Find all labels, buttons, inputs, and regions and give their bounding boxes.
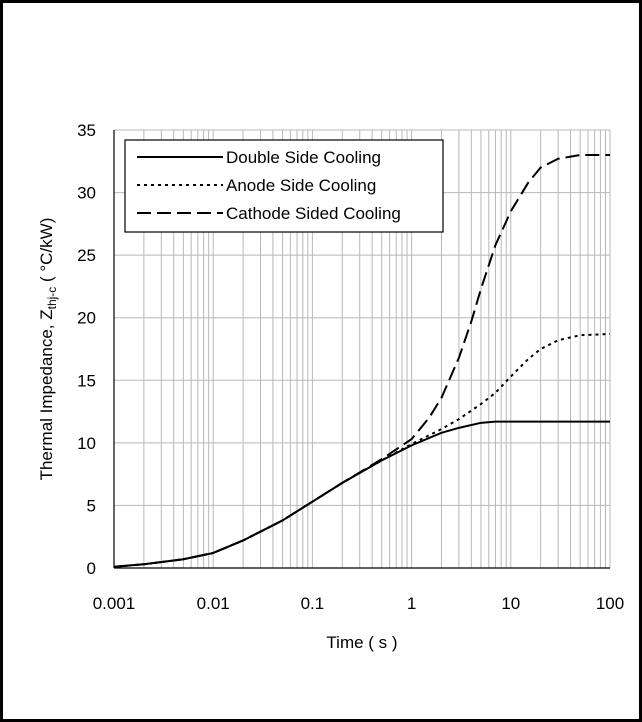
y-axis-label-unit: ( °C/kW) <box>37 218 56 287</box>
legend-label-1: Double Side Cooling <box>226 148 381 167</box>
x-axis-ticks: 0.001 0.01 0.1 1 10 100 <box>93 594 624 613</box>
x-tick-label: 10 <box>501 594 520 613</box>
y-axis-label-subscript: thj-c <box>45 287 59 310</box>
legend-label-2: Anode Side Cooling <box>226 176 376 195</box>
y-tick-label: 25 <box>77 246 96 265</box>
y-tick-label: 35 <box>77 121 96 140</box>
y-tick-label: 30 <box>77 184 96 203</box>
y-tick-label: 20 <box>77 309 96 328</box>
y-tick-label: 15 <box>77 371 96 390</box>
x-axis-label: Time ( s ) <box>326 633 397 652</box>
series-line-2 <box>113 332 611 568</box>
series-line-3 <box>113 154 610 568</box>
x-tick-label: 1 <box>407 594 416 613</box>
y-tick-label: 0 <box>87 559 96 578</box>
y-tick-label: 10 <box>77 434 96 453</box>
x-tick-label: 0.001 <box>93 594 136 613</box>
y-axis-ticks: 0 5 10 15 20 25 30 35 <box>77 121 96 578</box>
y-axis-label: Thermal Impedance, Zthj-c ( °C/kW) <box>37 218 59 481</box>
legend: Double Side Cooling Anode Side Cooling Cat… <box>124 139 444 233</box>
legend-label-3: Cathode Sided Cooling <box>226 204 401 223</box>
series-layer <box>113 154 611 568</box>
x-tick-label: 100 <box>596 594 624 613</box>
legend-box <box>124 139 444 233</box>
x-tick-label: 0.1 <box>301 594 325 613</box>
y-axis-label-main: Thermal Impedance, Z <box>37 309 56 480</box>
y-tick-label: 5 <box>87 496 96 515</box>
x-tick-label: 0.01 <box>197 594 230 613</box>
